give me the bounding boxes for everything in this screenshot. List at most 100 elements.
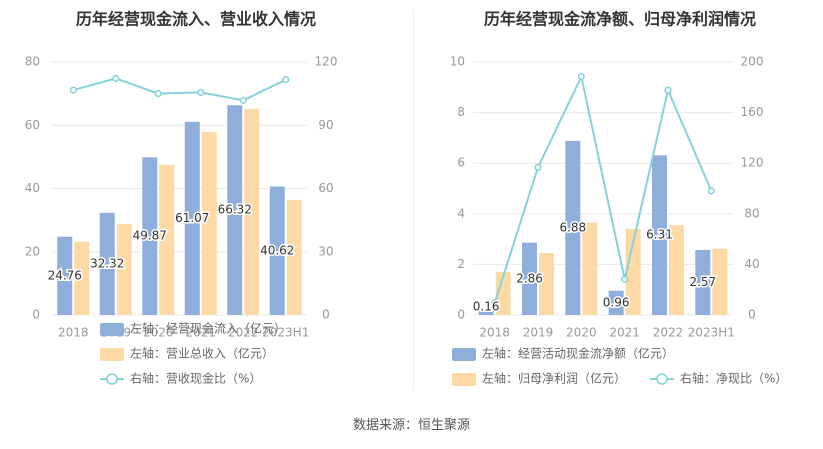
bar-data-label: 40.62 — [260, 243, 294, 257]
line-point — [577, 72, 585, 81]
y-right-tick-label: 30 — [318, 244, 333, 258]
y-right-tick-label: 80 — [744, 206, 759, 220]
y-right-tick-label: 0 — [322, 308, 330, 322]
bar-secondary — [539, 253, 554, 315]
line-point — [282, 76, 290, 84]
line-series — [72, 77, 287, 102]
y-left-tick-label: 60 — [25, 118, 40, 132]
line-point — [491, 299, 499, 307]
line-series — [493, 73, 713, 304]
bar-primary — [57, 236, 73, 315]
bar-primary — [478, 310, 494, 315]
line-point — [621, 275, 629, 283]
x-tick-label: 2022 — [653, 326, 684, 340]
y-left-tick-label: 0 — [32, 308, 40, 322]
bar-primary — [652, 155, 667, 315]
bar-secondary — [669, 225, 684, 315]
legend-label: 右轴：净现比（%） — [680, 371, 787, 386]
x-tick-label: 2020 — [143, 326, 174, 340]
y-right-tick-label: 40 — [744, 257, 759, 271]
y-left-tick-label: 40 — [25, 181, 40, 195]
bar-primary — [522, 242, 537, 315]
bar-data-label: 2.57 — [689, 275, 716, 289]
y-left-tick-label: 4 — [457, 206, 465, 220]
bar-secondary — [625, 228, 641, 315]
legend-swatch — [452, 348, 476, 361]
line-point — [197, 88, 205, 96]
bar-data-label: 6.88 — [559, 220, 586, 234]
bar-secondary — [116, 223, 132, 315]
bar-primary — [269, 186, 285, 315]
legend-swatch — [452, 373, 476, 386]
x-tick-label: 2021 — [185, 326, 216, 340]
y-left-tick-label: 80 — [25, 55, 40, 69]
y-left-tick-label: 8 — [457, 105, 465, 119]
legend-swatch — [100, 323, 124, 336]
bar-secondary — [712, 248, 728, 315]
chart-title: 历年经营现金流净额、归母净利润情况 — [484, 10, 756, 29]
x-tick-label: 2018 — [479, 326, 510, 340]
bar-data-label: 32.32 — [90, 256, 124, 270]
bar-primary — [695, 249, 711, 315]
y-right-tick-label: 200 — [741, 55, 764, 69]
y-right-tick-label: 120 — [315, 55, 338, 69]
y-left-tick-label: 0 — [457, 308, 465, 322]
bar-data-label: 0.96 — [603, 295, 630, 309]
bar-data-label: 61.07 — [175, 211, 209, 225]
legend-label: 左轴：营业总收入（亿元） — [130, 346, 274, 361]
legend-label: 左轴：归母净利润（亿元） — [482, 371, 626, 386]
bar-primary — [608, 290, 624, 315]
bar-primary — [184, 121, 200, 316]
bar-primary — [227, 105, 243, 315]
line-point — [534, 163, 542, 171]
bar-secondary — [201, 132, 217, 315]
bar-data-label: 0.16 — [473, 300, 500, 314]
y-right-tick-label: 60 — [318, 181, 333, 195]
bar-data-label: 24.76 — [48, 268, 82, 282]
bar-secondary — [495, 271, 511, 315]
chart-title: 历年经营现金流入、营业收入情况 — [76, 10, 316, 29]
legend-label: 左轴：经营活动现金流净额（亿元） — [482, 346, 674, 361]
bar-data-label: 6.31 — [646, 228, 673, 242]
bar-data-label: 2.86 — [516, 271, 543, 285]
line-point — [69, 86, 77, 94]
y-left-tick-label: 6 — [457, 156, 465, 170]
x-tick-label: 2018 — [58, 326, 89, 340]
x-tick-label: 2019 — [523, 326, 554, 340]
y-right-tick-label: 160 — [741, 105, 764, 119]
bar-secondary — [244, 108, 260, 316]
x-tick-label: 2021 — [609, 326, 640, 340]
line-point — [112, 74, 120, 83]
legend-line-marker — [656, 373, 668, 385]
legend-label: 左轴：经营现金流入（亿元） — [130, 321, 286, 336]
data-source-note: 数据来源：恒生聚源 — [352, 418, 470, 433]
bar-secondary — [286, 199, 302, 315]
y-left-tick-label: 2 — [457, 257, 465, 271]
line-point — [154, 90, 162, 98]
panel-divider — [413, 10, 414, 390]
x-tick-label: 2020 — [566, 326, 597, 340]
bar-primary — [142, 157, 158, 315]
x-tick-label: 2022 — [228, 326, 259, 340]
bar-secondary — [74, 241, 90, 315]
line-point — [239, 96, 247, 104]
x-tick-label: 2023H1 — [688, 326, 735, 340]
line-point — [707, 187, 715, 195]
legend-line-marker — [106, 373, 118, 385]
bar-data-label: 66.32 — [218, 203, 252, 217]
bar-secondary — [582, 222, 598, 315]
bar-data-label: 49.87 — [133, 229, 167, 243]
y-left-tick-label: 20 — [25, 244, 40, 258]
y-right-tick-label: 0 — [748, 308, 756, 322]
y-right-tick-label: 90 — [318, 118, 333, 132]
line-point — [664, 86, 672, 94]
legend-swatch — [100, 348, 124, 361]
y-right-tick-label: 120 — [741, 156, 764, 170]
bar-primary — [565, 140, 581, 315]
bar-primary — [99, 212, 115, 315]
x-tick-label: 2023H1 — [262, 326, 309, 340]
y-left-tick-label: 10 — [450, 55, 465, 69]
legend-label: 右轴：营收现金比（%） — [130, 371, 261, 386]
bar-secondary — [159, 164, 175, 315]
